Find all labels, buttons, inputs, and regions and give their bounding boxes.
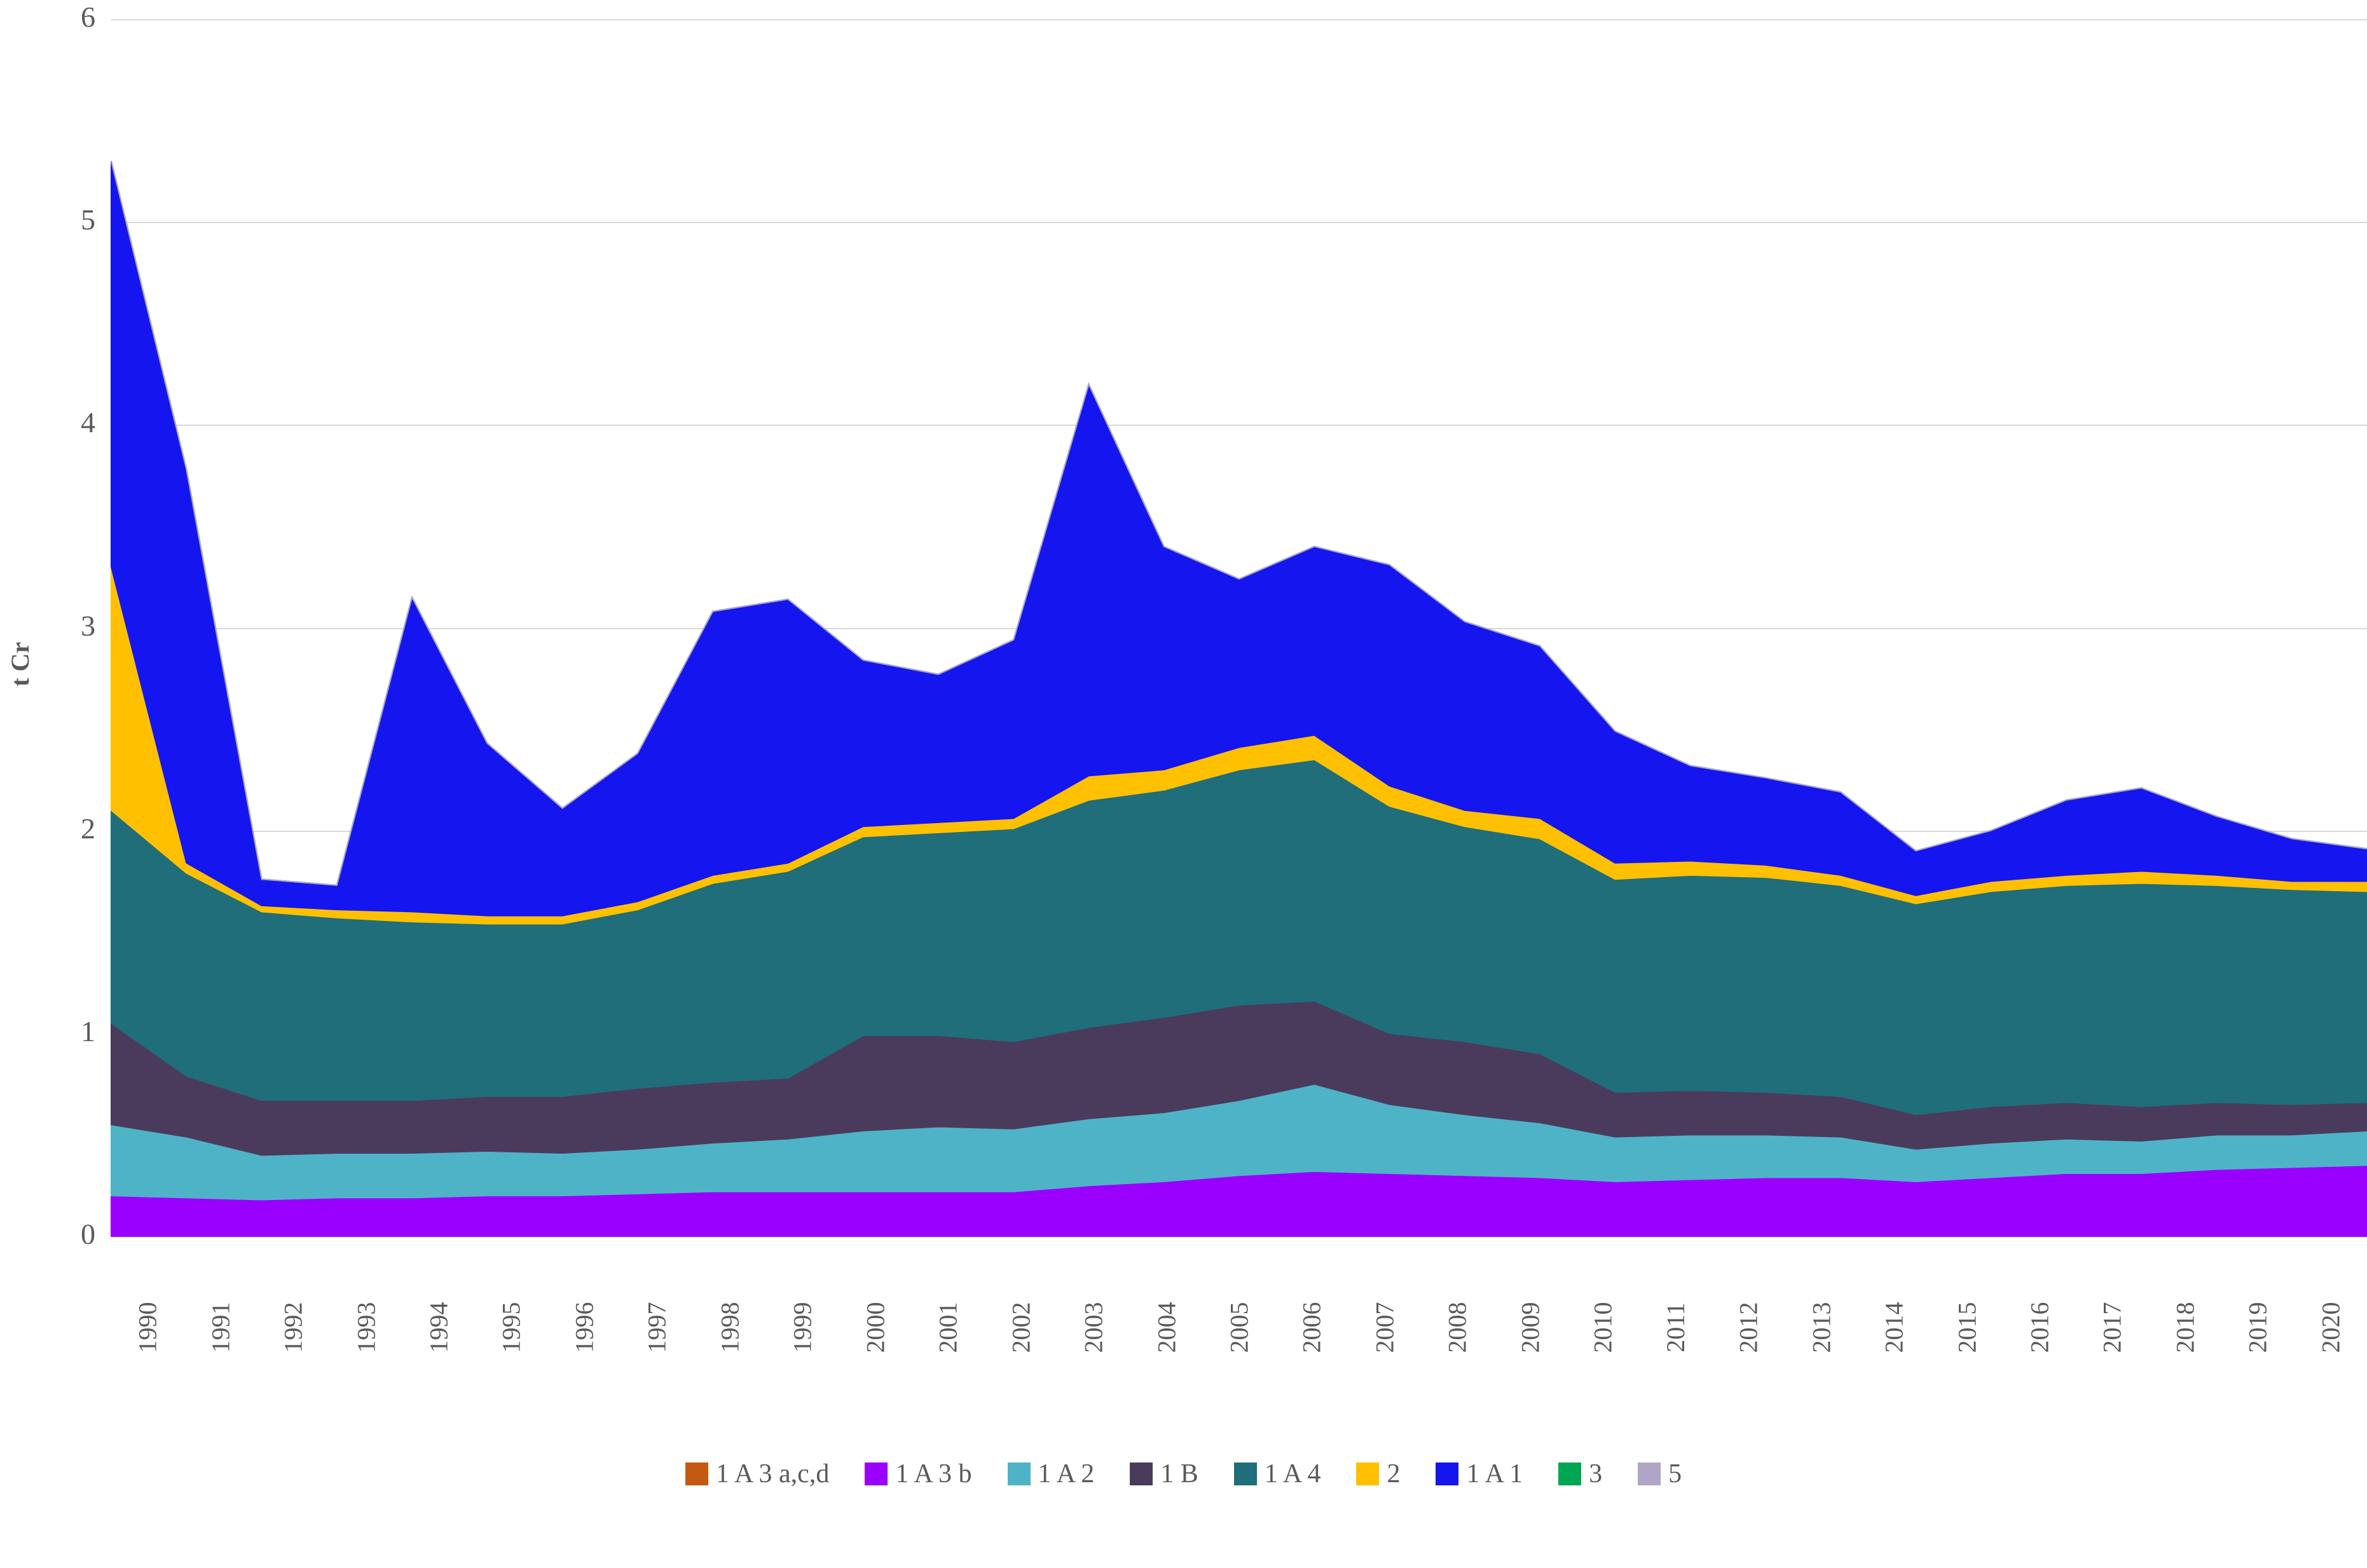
legend-label-3: 1 B [1160, 1459, 1198, 1489]
stacked-area-svg [111, 19, 2367, 1236]
y-axis-tick-6: 6 [38, 0, 95, 34]
x-axis-tick-1996: 1996 [548, 1243, 621, 1272]
x-axis-tick-2018: 2018 [2149, 1243, 2221, 1272]
legend-swatch-5 [1356, 1462, 1379, 1485]
x-axis-tick-2010: 2010 [1567, 1243, 1639, 1272]
x-axis-tick-1992: 1992 [257, 1243, 329, 1272]
y-axis-tick-3: 3 [38, 609, 95, 643]
legend-item-1-a-1[interactable]: 1 A 1 [1436, 1459, 1523, 1489]
legend-label-4: 1 A 4 [1265, 1459, 1321, 1489]
x-axis-tick-2014: 2014 [1858, 1243, 1930, 1272]
x-axis-tick-2012: 2012 [1712, 1243, 1785, 1272]
x-axis-tick-1999: 1999 [766, 1243, 839, 1272]
legend-swatch-1 [865, 1462, 888, 1485]
legend-item-1-a-2[interactable]: 1 A 2 [1008, 1459, 1095, 1489]
legend-swatch-2 [1008, 1462, 1031, 1485]
x-axis-tick-2007: 2007 [1348, 1243, 1421, 1272]
x-axis-tick-2013: 2013 [1785, 1243, 1857, 1272]
legend-label-8: 5 [1668, 1459, 1682, 1489]
x-axis-tick-2011: 2011 [1639, 1243, 1712, 1272]
chart-root: t Cr 0123456 1990 1991 1992 1993 1994 1995 199… [0, 0, 2367, 1568]
y-axis-tick-0: 0 [38, 1217, 95, 1251]
legend-item-1-a-4[interactable]: 1 A 4 [1234, 1459, 1321, 1489]
y-axis-tick-1: 1 [38, 1014, 95, 1048]
x-axis-tick-1997: 1997 [621, 1243, 693, 1272]
legend-swatch-0 [685, 1462, 708, 1485]
x-axis-tick-2019: 2019 [2221, 1243, 2294, 1272]
legend-label-2: 1 A 2 [1038, 1459, 1095, 1489]
x-axis-tick-1993: 1993 [329, 1243, 402, 1272]
x-axis-tick-2009: 2009 [1494, 1243, 1567, 1272]
legend-label-0: 1 A 3 a,c,d [716, 1459, 829, 1489]
x-axis-tick-1994: 1994 [402, 1243, 475, 1272]
legend-item-1-b[interactable]: 1 B [1130, 1459, 1198, 1489]
x-axis-tick-2001: 2001 [912, 1243, 984, 1272]
legend-label-6: 1 A 1 [1466, 1459, 1523, 1489]
x-axis-tick-2016: 2016 [2003, 1243, 2076, 1272]
x-axis-tick-2004: 2004 [1130, 1243, 1202, 1272]
legend-item-5[interactable]: 5 [1638, 1459, 1682, 1489]
legend-item-1-a-3-b[interactable]: 1 A 3 b [865, 1459, 971, 1489]
x-axis-tick-2017: 2017 [2076, 1243, 2148, 1272]
x-axis-tick-2006: 2006 [1275, 1243, 1348, 1272]
legend-swatch-6 [1436, 1462, 1458, 1485]
x-axis-tick-2005: 2005 [1203, 1243, 1275, 1272]
legend: 1 A 3 a,c,d 1 A 3 b 1 A 2 1 B 1 A 4 2 1 A 1 3 5 [0, 1459, 2367, 1489]
x-axis-tick-2003: 2003 [1057, 1243, 1130, 1272]
y-axis-tick-4: 4 [38, 406, 95, 439]
y-axis-tick-5: 5 [38, 203, 95, 236]
legend-swatch-7 [1558, 1462, 1581, 1485]
legend-item-3[interactable]: 3 [1558, 1459, 1602, 1489]
y-axis-tick-2: 2 [38, 812, 95, 845]
x-axis-tick-2015: 2015 [1930, 1243, 2003, 1272]
x-axis-tick-1990: 1990 [111, 1243, 184, 1272]
legend-label-7: 3 [1589, 1459, 1602, 1489]
legend-item-1-a-3-a,c,d[interactable]: 1 A 3 a,c,d [685, 1459, 829, 1489]
legend-swatch-8 [1638, 1462, 1661, 1485]
legend-item-2[interactable]: 2 [1356, 1459, 1400, 1489]
legend-label-1: 1 A 3 b [895, 1459, 971, 1489]
x-axis-tick-1991: 1991 [184, 1243, 256, 1272]
x-axis-tick-2000: 2000 [839, 1243, 912, 1272]
x-axis-tick-2002: 2002 [984, 1243, 1057, 1272]
plot-area [111, 19, 2367, 1236]
y-axis-label: t Cr [5, 642, 35, 686]
x-axis-tick-2020: 2020 [2295, 1243, 2367, 1272]
legend-swatch-3 [1130, 1462, 1153, 1485]
x-axis-tick-2008: 2008 [1421, 1243, 1493, 1272]
legend-label-5: 2 [1387, 1459, 1400, 1489]
legend-swatch-4 [1234, 1462, 1257, 1485]
x-axis-tick-1995: 1995 [475, 1243, 547, 1272]
x-axis-tick-1998: 1998 [694, 1243, 766, 1272]
